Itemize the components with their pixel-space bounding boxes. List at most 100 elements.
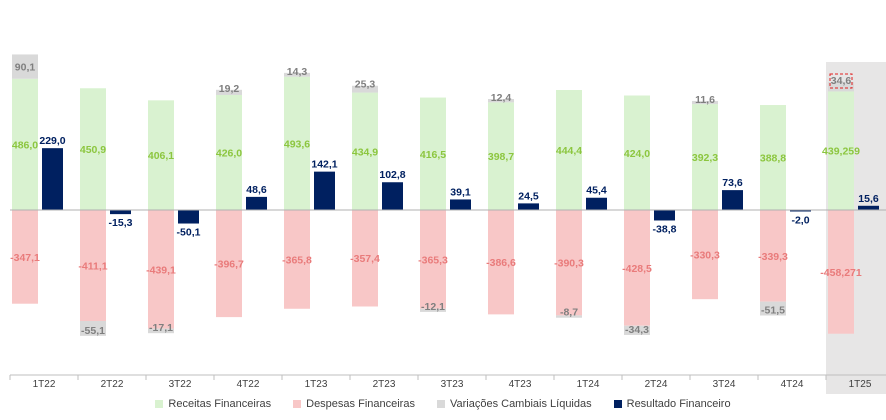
bar-receitas	[148, 100, 174, 210]
bar-resultado	[110, 210, 131, 215]
label-despesas: -365,3	[418, 254, 448, 266]
label-variacoes: 34,6	[831, 75, 852, 87]
bar-variacoes	[12, 54, 38, 79]
bar-resultado	[722, 190, 743, 210]
bar-receitas	[12, 78, 38, 210]
bar-variacoes	[216, 89, 242, 95]
label-despesas: -386,6	[486, 257, 516, 269]
legend-item-despesas: Despesas Financeiras	[293, 398, 415, 410]
label-despesas: -411,1	[78, 260, 107, 272]
bar-receitas	[692, 104, 718, 210]
label-resultado: -38,8	[653, 223, 677, 235]
label-variacoes: 11,6	[695, 94, 715, 106]
label-resultado: 45,4	[586, 185, 607, 197]
label-receitas: 398,7	[488, 151, 514, 163]
legend-label-resultado: Resultado Financeiro	[626, 398, 731, 410]
bar-variacoes	[420, 308, 446, 312]
bar-resultado	[42, 148, 63, 210]
bar-receitas	[80, 88, 106, 210]
bar-variacoes	[148, 328, 174, 334]
label-resultado: -50,1	[177, 227, 201, 239]
legend-label-variacoes: Variações Cambiais Líquidas	[449, 398, 592, 410]
label-variacoes: -51,5	[761, 305, 785, 317]
bar-despesas	[692, 210, 718, 300]
bar-receitas	[284, 76, 310, 210]
label-receitas: 406,1	[148, 150, 174, 162]
legend-swatch-variacoes	[436, 400, 445, 408]
x-tick-label: 4T24	[781, 379, 804, 390]
label-variacoes: 25,3	[355, 79, 376, 91]
label-despesas: -365,8	[282, 254, 312, 266]
bar-variacoes	[352, 85, 378, 93]
label-receitas: 388,8	[760, 153, 786, 165]
label-receitas: 439,259	[822, 146, 860, 158]
label-variacoes: -8,7	[560, 307, 578, 319]
label-resultado: -15,3	[109, 217, 133, 229]
bar-resultado	[246, 196, 267, 210]
legend: Receitas Financeiras Despesas Financeira…	[0, 398, 886, 410]
legend-label-despesas: Despesas Financeiras	[306, 398, 415, 410]
label-resultado: 24,5	[518, 190, 539, 202]
label-resultado: -2,0	[791, 215, 809, 227]
label-variacoes: -34,3	[625, 324, 649, 336]
highlight-box	[829, 73, 853, 89]
bar-despesas	[80, 210, 106, 321]
bar-resultado	[790, 210, 811, 212]
label-resultado: 102,8	[379, 169, 405, 181]
label-despesas: -428,5	[622, 263, 652, 275]
bar-variacoes	[624, 325, 650, 335]
bar-resultado	[586, 197, 607, 210]
bar-despesas	[420, 210, 446, 309]
legend-label-receitas: Receitas Financeiras	[168, 398, 272, 410]
bar-receitas	[760, 105, 786, 210]
legend-swatch-resultado	[613, 400, 622, 408]
bar-receitas	[828, 91, 854, 210]
bar-variacoes	[828, 82, 854, 92]
bar-receitas	[216, 94, 242, 210]
label-despesas: -458,271	[820, 267, 862, 279]
x-tick-label: 2T24	[645, 379, 668, 390]
bar-despesas	[12, 210, 38, 304]
bar-despesas	[352, 210, 378, 307]
label-resultado: 39,1	[450, 186, 471, 198]
label-despesas: -390,3	[554, 258, 584, 270]
label-despesas: -347,1	[10, 252, 40, 264]
bar-despesas	[828, 210, 854, 334]
label-despesas: -357,4	[350, 253, 380, 265]
bar-despesas	[488, 210, 514, 315]
label-receitas: 426,0	[216, 147, 242, 159]
bar-variacoes	[760, 301, 786, 316]
x-tick-label: 3T23	[441, 379, 464, 390]
label-resultado: 142,1	[311, 159, 337, 171]
bar-receitas	[420, 97, 446, 210]
legend-item-resultado: Resultado Financeiro	[613, 398, 731, 410]
label-receitas: 444,4	[556, 145, 582, 157]
bar-resultado	[654, 210, 675, 221]
label-resultado: 73,6	[722, 177, 743, 189]
label-variacoes: -12,1	[421, 301, 445, 313]
bar-despesas	[760, 210, 786, 302]
bar-resultado	[518, 203, 539, 210]
x-tick-label: 2T23	[373, 379, 396, 390]
label-despesas: -330,3	[690, 250, 720, 262]
bar-despesas	[624, 210, 650, 326]
legend-item-variacoes: Variações Cambiais Líquidas	[436, 398, 592, 410]
x-tick-label: 1T25	[849, 379, 872, 390]
label-receitas: 493,6	[284, 138, 310, 150]
x-tick-label: 4T23	[509, 379, 532, 390]
x-tick-label: 2T22	[101, 379, 124, 390]
bar-receitas	[352, 92, 378, 210]
bar-variacoes	[284, 72, 310, 77]
legend-swatch-despesas	[293, 400, 302, 408]
x-tick-label: 1T23	[305, 379, 328, 390]
label-variacoes: 19,2	[219, 83, 240, 95]
x-tick-label: 3T22	[169, 379, 192, 390]
label-resultado: 229,0	[39, 135, 65, 147]
legend-swatch-receitas	[155, 400, 164, 408]
bar-despesas	[284, 210, 310, 309]
bar-receitas	[556, 90, 582, 210]
bar-despesas	[148, 210, 174, 329]
bar-resultado	[858, 205, 879, 210]
label-receitas: 392,3	[692, 152, 718, 164]
